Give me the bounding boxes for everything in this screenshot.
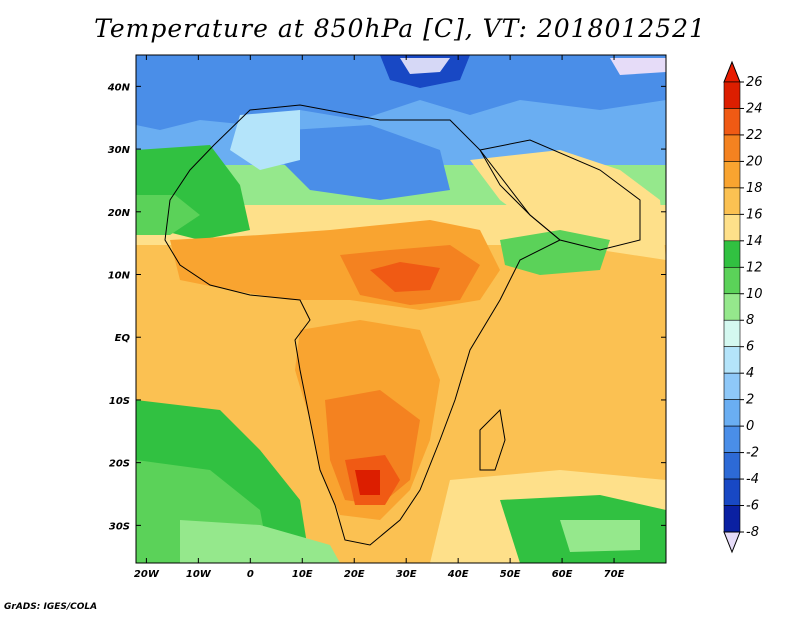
colorbar-segment <box>723 293 741 321</box>
lon-tick-label: 60E <box>552 569 573 580</box>
colorbar-label: -8 <box>746 525 759 540</box>
lon-tick-label: 0 <box>247 569 254 580</box>
lat-tick-label: 10S <box>109 396 130 407</box>
lat-tick-label: 20S <box>109 459 130 470</box>
colorbar-segment <box>723 478 741 506</box>
colorbar-top-arrow <box>723 60 741 83</box>
colorbar-label: 24 <box>746 101 763 116</box>
colorbar-label: 18 <box>746 181 763 196</box>
colorbar-segment <box>723 452 741 480</box>
lon-tick-label: 50E <box>500 569 521 580</box>
coastlines <box>164 104 641 546</box>
colorbar-label: 10 <box>746 287 763 302</box>
colorbar-segment <box>723 134 741 162</box>
plot-frame <box>135 54 667 564</box>
map-title: Temperature at 850hPa [C], VT: 201801252… <box>94 14 706 43</box>
colorbar-label: 4 <box>746 366 754 381</box>
colorbar-segment <box>723 319 741 348</box>
colorbar-segment <box>723 161 741 189</box>
grads-credit: GrADS: IGES/COLA <box>4 602 98 612</box>
colorbar-label: -6 <box>746 499 759 514</box>
lon-tick-label: 40E <box>447 569 469 580</box>
colorbar-label: 16 <box>746 207 763 222</box>
latitude-axis: 40N 30N 20N 10N EQ 10S 20S 30S <box>107 82 666 532</box>
colorbar-label: 6 <box>746 340 754 355</box>
colorbar-segment <box>723 81 741 109</box>
colorbar-segment <box>723 240 741 268</box>
colorbar-segment <box>723 505 741 533</box>
colorbar-label: -4 <box>746 472 759 487</box>
lat-tick-label: 10N <box>108 271 131 282</box>
colorbar-label: 22 <box>746 128 763 143</box>
lon-tick-label: 30E <box>396 569 417 580</box>
colorbar-segment <box>723 372 741 400</box>
temperature-field <box>136 55 666 563</box>
lon-tick-label: 20W <box>134 569 160 580</box>
lat-tick-label: 40N <box>107 82 131 93</box>
lon-tick-label: 20E <box>344 569 365 580</box>
lon-tick-label: 70E <box>604 569 625 580</box>
colorbar-label: 26 <box>746 75 763 90</box>
colorbar-label: 0 <box>746 419 754 434</box>
colorbar-bottom-arrow <box>723 531 741 554</box>
colorbar-label: 20 <box>746 154 763 169</box>
colorbar-segment <box>723 346 741 374</box>
colorbar-segment <box>723 266 741 295</box>
colorbar-segment <box>723 108 741 136</box>
colorbar-label: -2 <box>746 446 759 461</box>
colorbar-segment <box>723 425 741 453</box>
colorbar-segment <box>723 187 741 215</box>
lon-tick-label: 10W <box>186 569 212 580</box>
colorbar-label: 2 <box>746 393 754 408</box>
longitude-axis: 20W 10W 0 10E 20E 30E 40E 50E 60E 70E <box>134 55 625 580</box>
lat-tick-label: 20N <box>108 208 131 219</box>
lat-tick-label: 30S <box>109 521 130 532</box>
lon-tick-label: 10E <box>292 569 313 580</box>
lat-tick-label: EQ <box>115 333 131 344</box>
lat-tick-label: 30N <box>108 145 131 156</box>
colorbar-label: 8 <box>746 313 754 328</box>
colorbar-segment <box>723 214 741 242</box>
colorbar-label: 14 <box>746 234 763 249</box>
colorbar-label: 12 <box>746 260 763 275</box>
colorbar-segment <box>723 399 741 427</box>
